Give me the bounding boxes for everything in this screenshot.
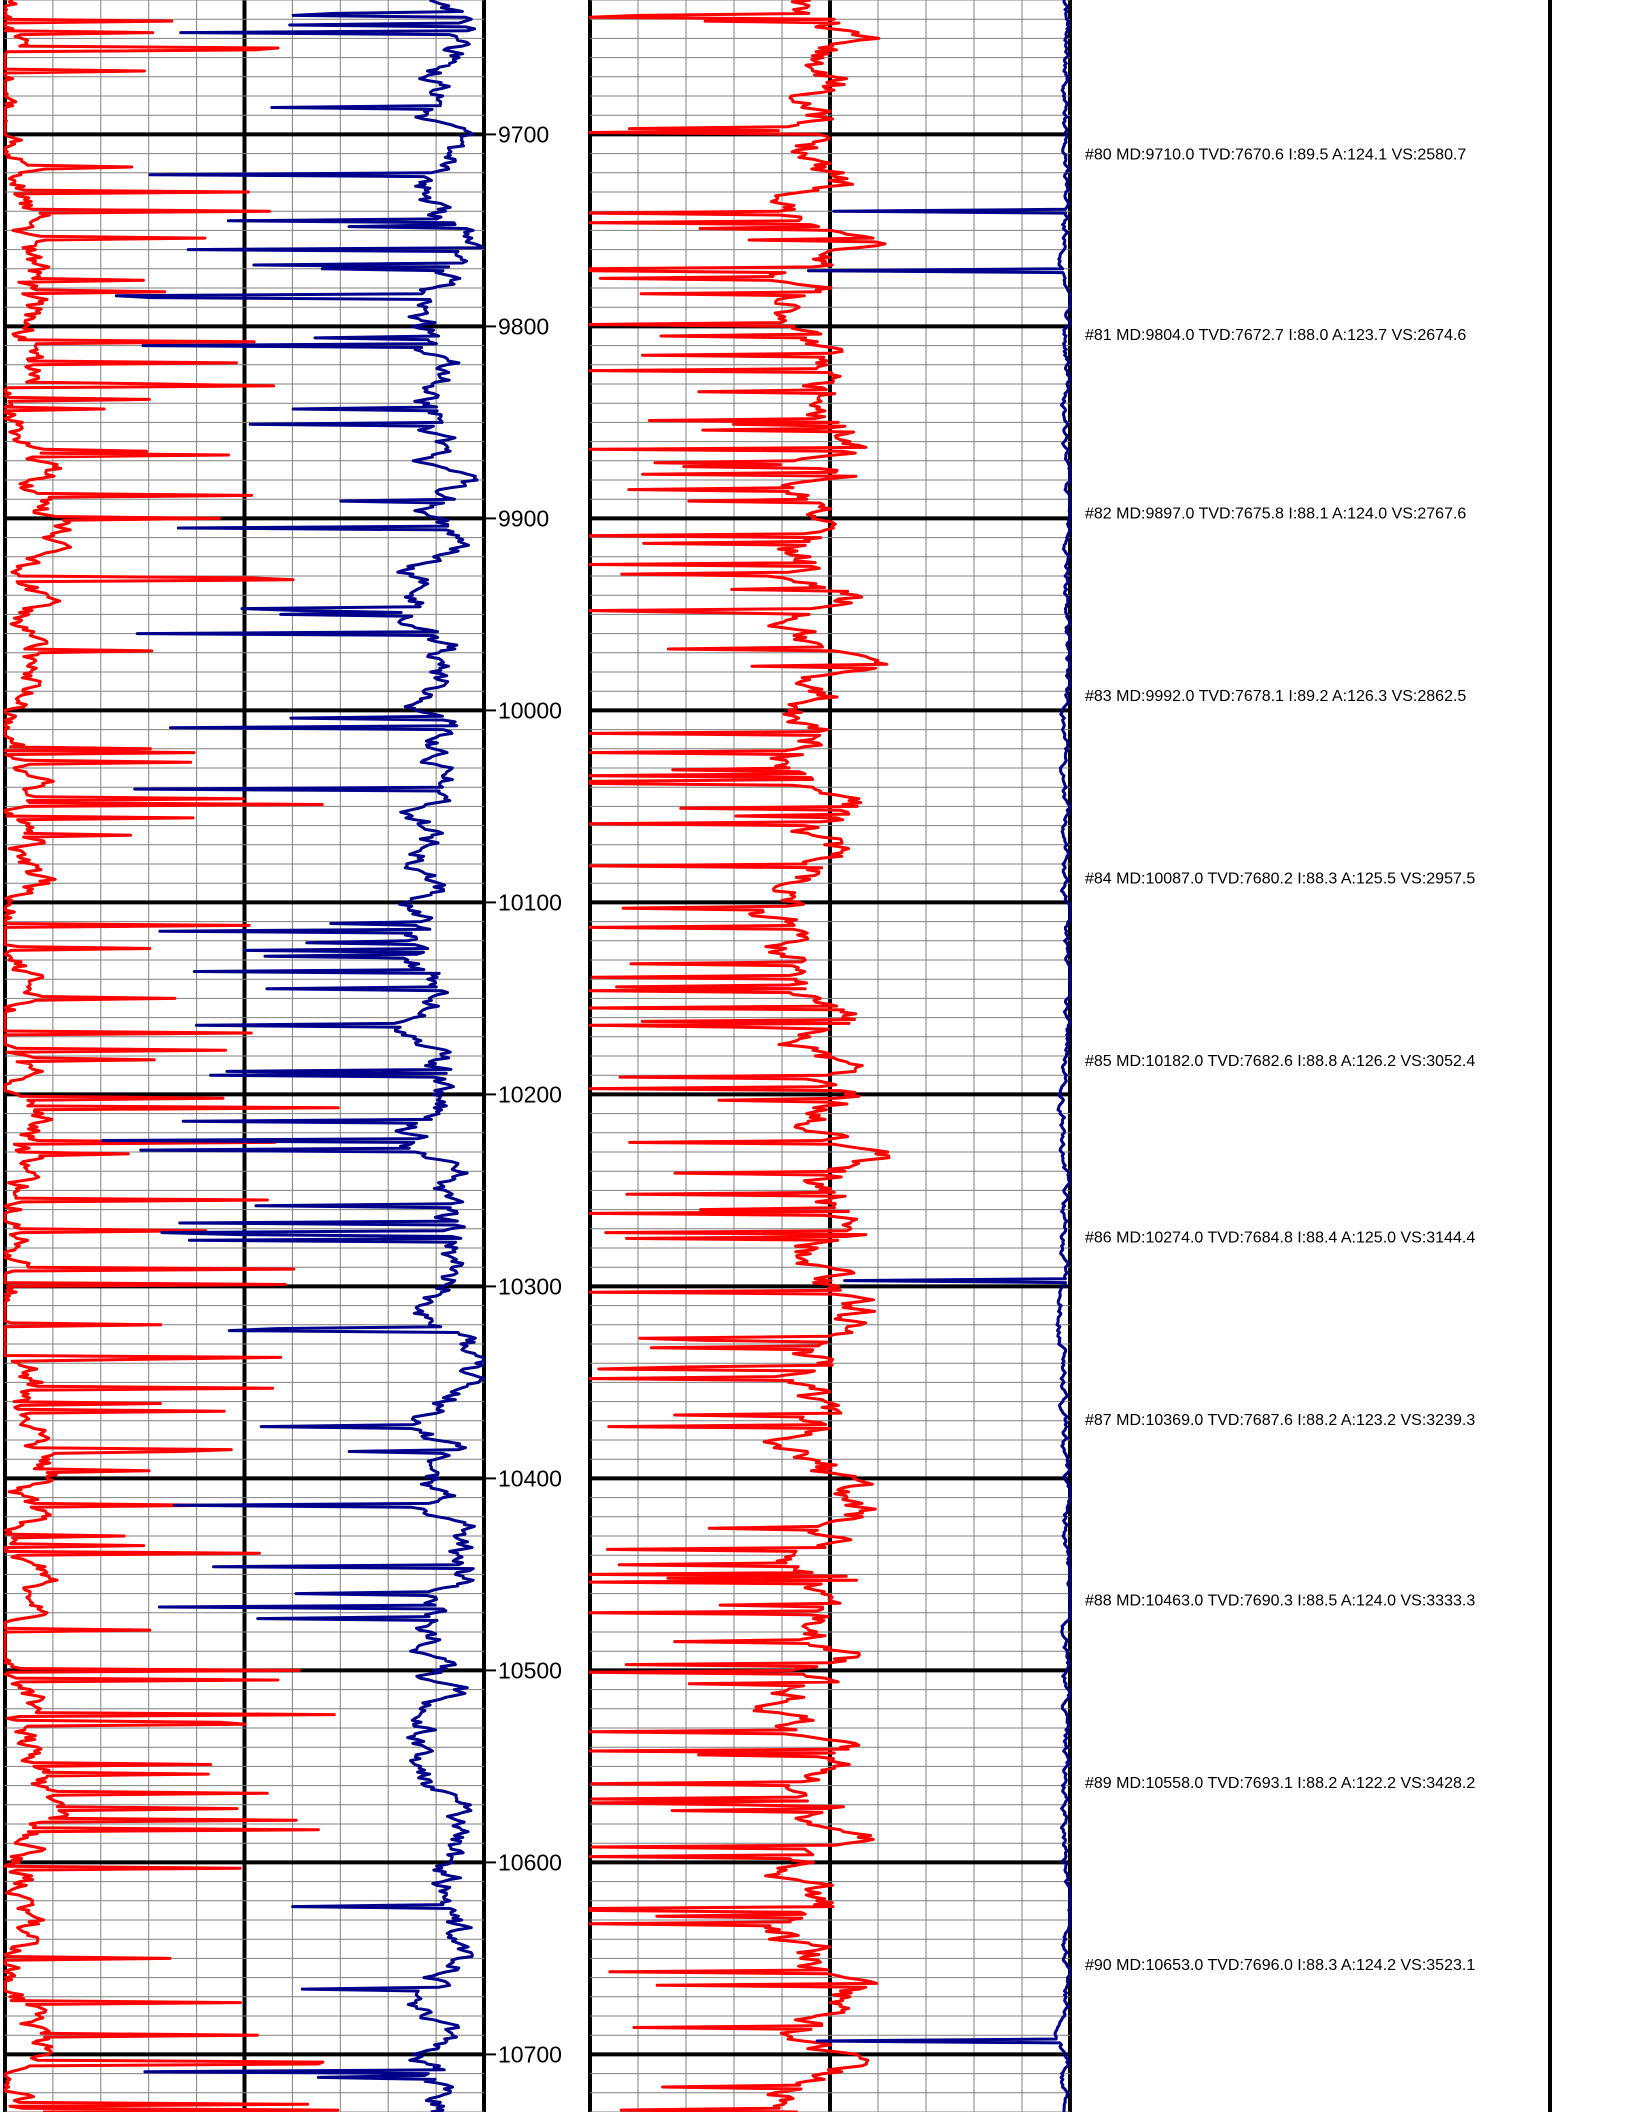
frame-layer (484, 0, 1552, 2112)
depth-tick-label: 9800 (498, 313, 549, 339)
depth-tick-label: 10200 (498, 1081, 562, 1107)
depth-tick-label: 10400 (498, 1465, 562, 1491)
label-layer: 9700 9800 9900 10000 10100 10200 10300 10400 105… (498, 121, 1475, 2067)
log-curve (3, 0, 340, 2112)
log-curve (588, 0, 891, 2112)
survey-label: #85 MD:10182.0 TVD:7682.6 I:88.8 A:126.2… (1085, 1053, 1475, 1070)
survey-label: #90 MD:10653.0 TVD:7696.0 I:88.3 A:124.2… (1085, 1957, 1475, 1974)
survey-label: #80 MD:9710.0 TVD:7670.6 I:89.5 A:124.1 … (1085, 147, 1466, 164)
survey-label: #88 MD:10463.0 TVD:7690.3 I:88.5 A:124.0… (1085, 1592, 1475, 1609)
log-curve (101, 0, 486, 2112)
depth-tick-label: 10300 (498, 1273, 562, 1299)
survey-label: #84 MD:10087.0 TVD:7680.2 I:88.3 A:125.5… (1085, 870, 1475, 887)
depth-tick-label: 10600 (498, 1849, 562, 1875)
survey-label: #83 MD:9992.0 TVD:7678.1 I:89.2 A:126.3 … (1085, 688, 1466, 705)
depth-tick-label: 9900 (498, 505, 549, 531)
depth-tick-label: 10000 (498, 697, 562, 723)
depth-tick-label: 9700 (498, 121, 549, 147)
depth-tick-label: 10500 (498, 1657, 562, 1683)
depth-tick-label: 10100 (498, 889, 562, 915)
curve-layer (3, 0, 1072, 2112)
survey-label: #81 MD:9804.0 TVD:7672.7 I:88.0 A:123.7 … (1085, 327, 1466, 344)
survey-label: #82 MD:9897.0 TVD:7675.8 I:88.1 A:124.0 … (1085, 506, 1466, 523)
grid-layer (3, 0, 1072, 2112)
depth-tick-label: 10700 (498, 2041, 562, 2067)
survey-label: #89 MD:10558.0 TVD:7693.1 I:88.2 A:122.2… (1085, 1775, 1475, 1792)
log-curve (807, 0, 1072, 2112)
survey-label: #87 MD:10369.0 TVD:7687.6 I:88.2 A:123.2… (1085, 1412, 1475, 1429)
survey-label: #86 MD:10274.0 TVD:7684.8 I:88.4 A:125.0… (1085, 1229, 1475, 1246)
